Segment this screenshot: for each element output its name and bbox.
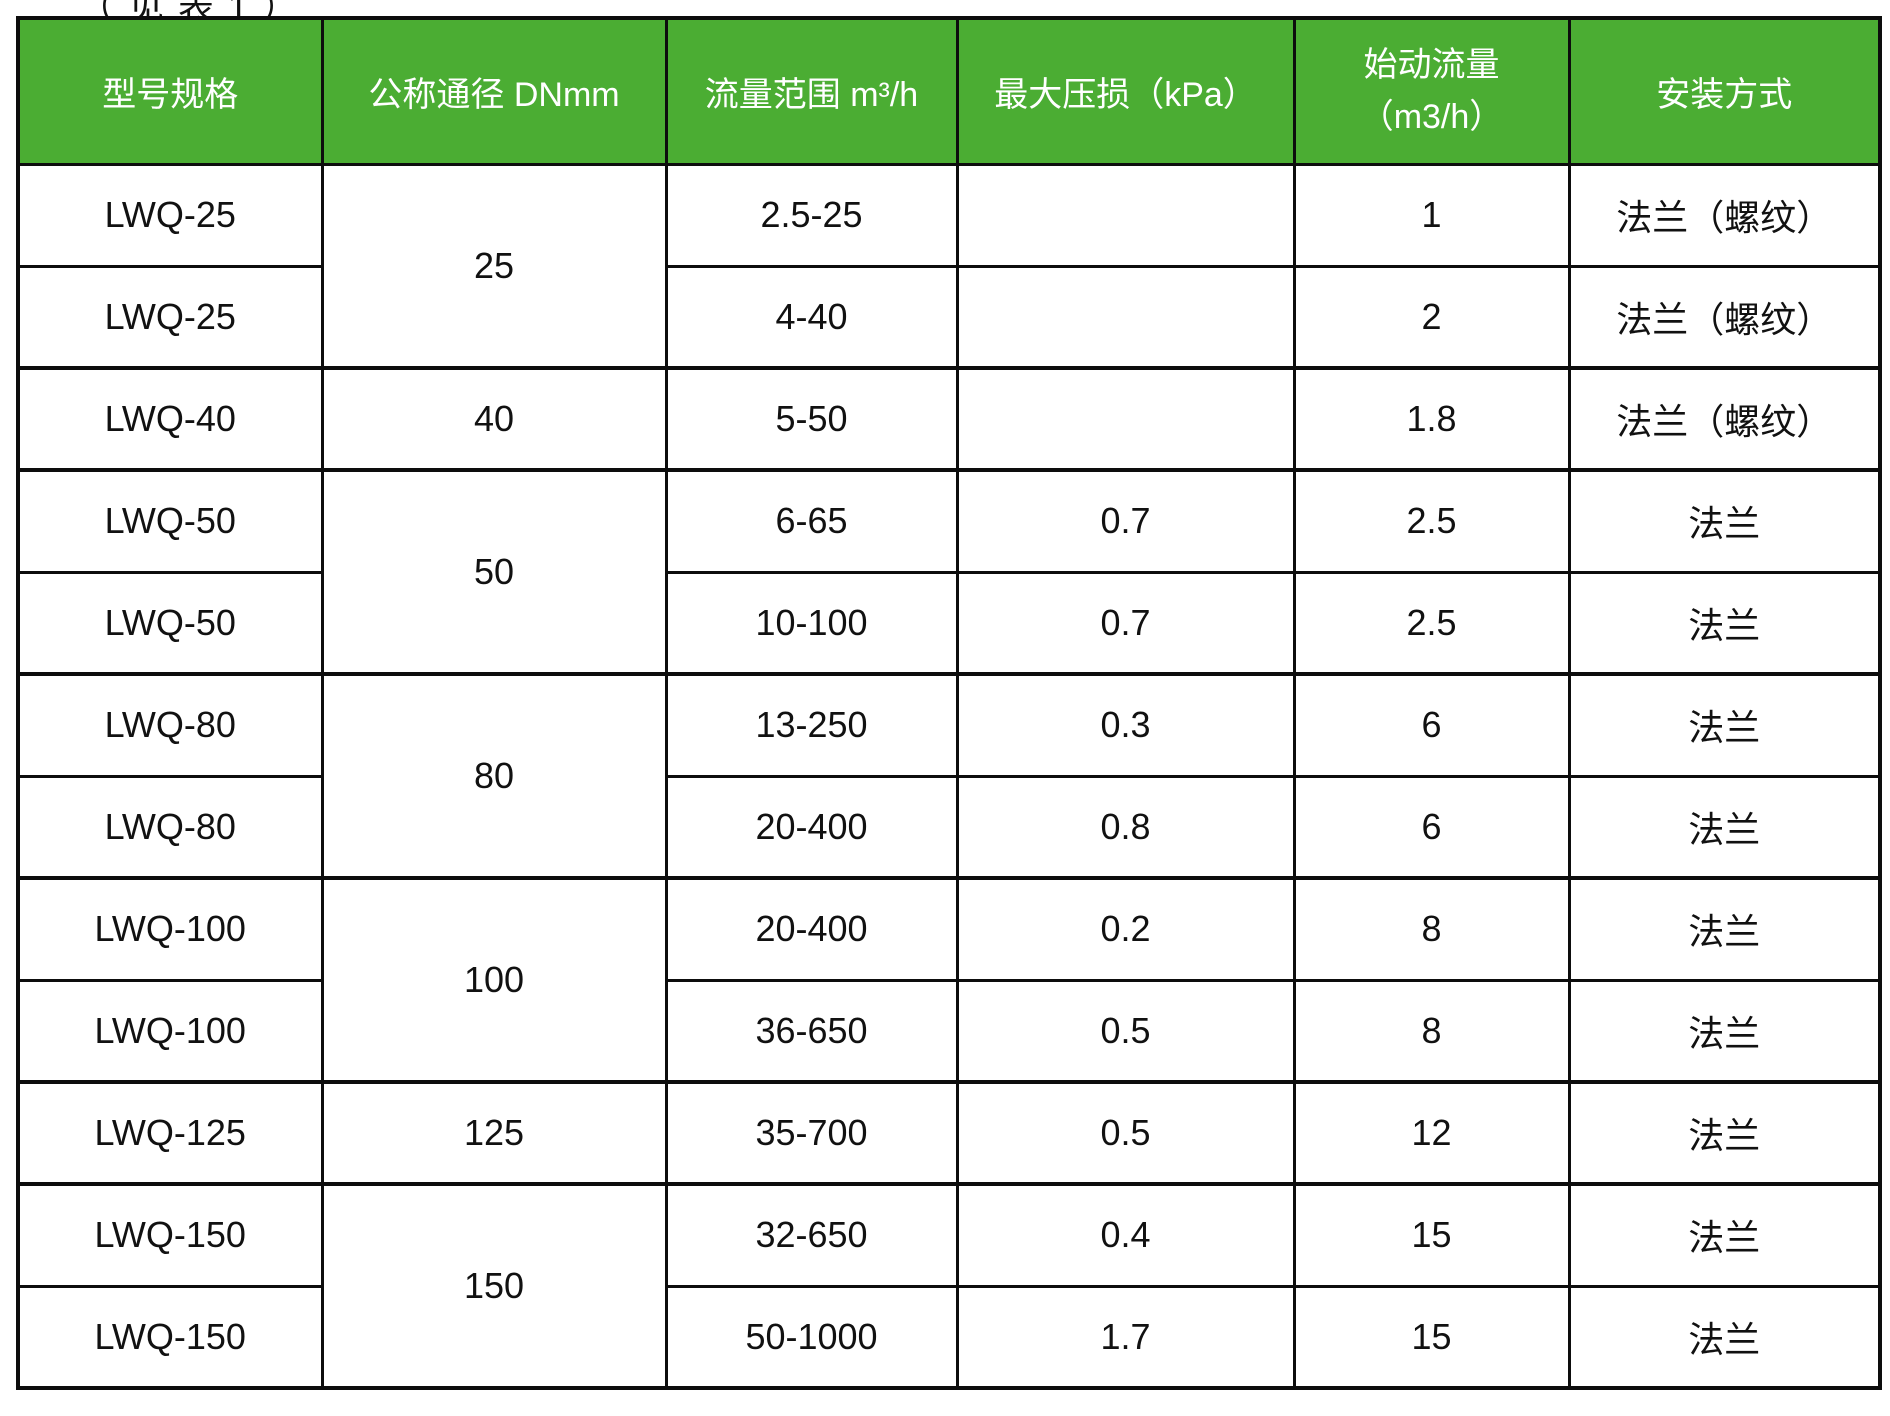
cell-start-flow: 2.5 [1292, 571, 1571, 676]
cell-flow-range: 5-50 [664, 366, 959, 472]
cell-flow-range: 13-250 [664, 672, 959, 778]
cell-dn: 125 [320, 1080, 668, 1186]
cell-pressure-loss: 0.7 [955, 468, 1296, 574]
cell-start-flow: 6 [1292, 672, 1571, 778]
col-header-model: 型号规格 [16, 16, 324, 166]
cell-dn: 40 [320, 366, 668, 472]
cell-install: 法兰（螺纹） [1567, 162, 1882, 268]
cell-flow-range: 2.5-25 [664, 162, 959, 268]
cell-install: 法兰（螺纹） [1567, 366, 1882, 472]
cell-dn: 150 [320, 1182, 668, 1390]
cell-install: 法兰 [1567, 1182, 1882, 1288]
table-row: LWQ-150 50-1000 1.7 15 法兰 [16, 1285, 1882, 1390]
col-header-max-pressure-loss: 最大压损（kPa） [955, 16, 1296, 166]
table-row: LWQ-25 4-40 2 法兰（螺纹） [16, 265, 1882, 370]
cell-pressure-loss [955, 265, 1296, 370]
table-row: LWQ-100 100 20-400 0.2 8 法兰 [16, 876, 1882, 1084]
cell-model: LWQ-100 [16, 876, 324, 982]
cell-model: LWQ-100 [16, 979, 324, 1084]
cell-dn: 25 [320, 162, 668, 370]
cell-flow-range: 36-650 [664, 979, 959, 1084]
cell-start-flow: 2.5 [1292, 468, 1571, 574]
cell-flow-range: 32-650 [664, 1182, 959, 1288]
cell-install: 法兰 [1567, 1285, 1882, 1390]
spec-table: 型号规格 公称通径 DNmm 流量范围 m³/h 最大压损（kPa） 始动流量 … [16, 16, 1882, 1390]
header-row: 型号规格 公称通径 DNmm 流量范围 m³/h 最大压损（kPa） 始动流量 … [16, 16, 1882, 166]
cell-install: 法兰 [1567, 979, 1882, 1084]
cell-flow-range: 50-1000 [664, 1285, 959, 1390]
cell-model: LWQ-80 [16, 775, 324, 880]
cell-start-flow: 2 [1292, 265, 1571, 370]
cell-pressure-loss: 0.3 [955, 672, 1296, 778]
cell-pressure-loss: 0.5 [955, 1080, 1296, 1186]
table-row: LWQ-80 20-400 0.8 6 法兰 [16, 775, 1882, 880]
cell-dn: 50 [320, 468, 668, 676]
cell-model: LWQ-80 [16, 672, 324, 778]
col-header-start-flow-line2: （m3/h） [1359, 98, 1504, 137]
cell-flow-range: 4-40 [664, 265, 959, 370]
table-row: LWQ-40 40 5-50 1.8 法兰（螺纹） [16, 366, 1882, 472]
cell-install: 法兰 [1567, 1080, 1882, 1186]
cell-flow-range: 35-700 [664, 1080, 959, 1186]
cell-install: 法兰 [1567, 571, 1882, 676]
table-row: LWQ-150 150 32-650 0.4 15 法兰 [16, 1182, 1882, 1390]
col-header-dn: 公称通径 DNmm [320, 16, 668, 166]
col-header-flow-range: 流量范围 m³/h [664, 16, 959, 166]
cell-pressure-loss: 0.5 [955, 979, 1296, 1084]
cell-start-flow: 1 [1292, 162, 1571, 268]
col-header-start-flow-line1: 始动流量 [1363, 45, 1500, 84]
cell-model: LWQ-125 [16, 1080, 324, 1186]
cell-model: LWQ-40 [16, 366, 324, 472]
cell-dn: 100 [320, 876, 668, 1084]
cell-start-flow: 1.8 [1292, 366, 1571, 472]
cell-install: 法兰（螺纹） [1567, 265, 1882, 370]
cell-pressure-loss: 1.7 [955, 1285, 1296, 1390]
cell-start-flow: 15 [1292, 1285, 1571, 1390]
table-row: LWQ-125 125 35-700 0.5 12 法兰 [16, 1080, 1882, 1186]
cell-model: LWQ-150 [16, 1182, 324, 1288]
cell-install: 法兰 [1567, 876, 1882, 982]
cell-model: LWQ-25 [16, 265, 324, 370]
cell-flow-range: 20-400 [664, 876, 959, 982]
cell-start-flow: 6 [1292, 775, 1571, 880]
cell-model: LWQ-25 [16, 162, 324, 268]
cell-pressure-loss: 0.8 [955, 775, 1296, 880]
cell-pressure-loss [955, 366, 1296, 472]
table-row: LWQ-50 50 6-65 0.7 2.5 法兰 [16, 468, 1882, 676]
col-header-install: 安装方式 [1567, 16, 1882, 166]
cell-model: LWQ-50 [16, 571, 324, 676]
table-row: LWQ-100 36-650 0.5 8 法兰 [16, 979, 1882, 1084]
cell-pressure-loss [955, 162, 1296, 268]
table-row: LWQ-80 80 13-250 0.3 6 法兰 [16, 672, 1882, 880]
table-row: LWQ-50 10-100 0.7 2.5 法兰 [16, 571, 1882, 676]
cell-install: 法兰 [1567, 672, 1882, 778]
cell-start-flow: 12 [1292, 1080, 1571, 1186]
cell-flow-range: 10-100 [664, 571, 959, 676]
cell-pressure-loss: 0.2 [955, 876, 1296, 982]
cell-flow-range: 20-400 [664, 775, 959, 880]
cell-install: 法兰 [1567, 775, 1882, 880]
cell-dn: 80 [320, 672, 668, 880]
table-row: LWQ-25 25 2.5-25 1 法兰（螺纹） [16, 162, 1882, 370]
cell-start-flow: 8 [1292, 876, 1571, 982]
cell-pressure-loss: 0.4 [955, 1182, 1296, 1288]
cell-flow-range: 6-65 [664, 468, 959, 574]
cell-install: 法兰 [1567, 468, 1882, 574]
cell-start-flow: 8 [1292, 979, 1571, 1084]
cell-model: LWQ-50 [16, 468, 324, 574]
col-header-start-flow: 始动流量 （m3/h） [1292, 16, 1571, 166]
cell-model: LWQ-150 [16, 1285, 324, 1390]
cell-pressure-loss: 0.7 [955, 571, 1296, 676]
cell-start-flow: 15 [1292, 1182, 1571, 1288]
